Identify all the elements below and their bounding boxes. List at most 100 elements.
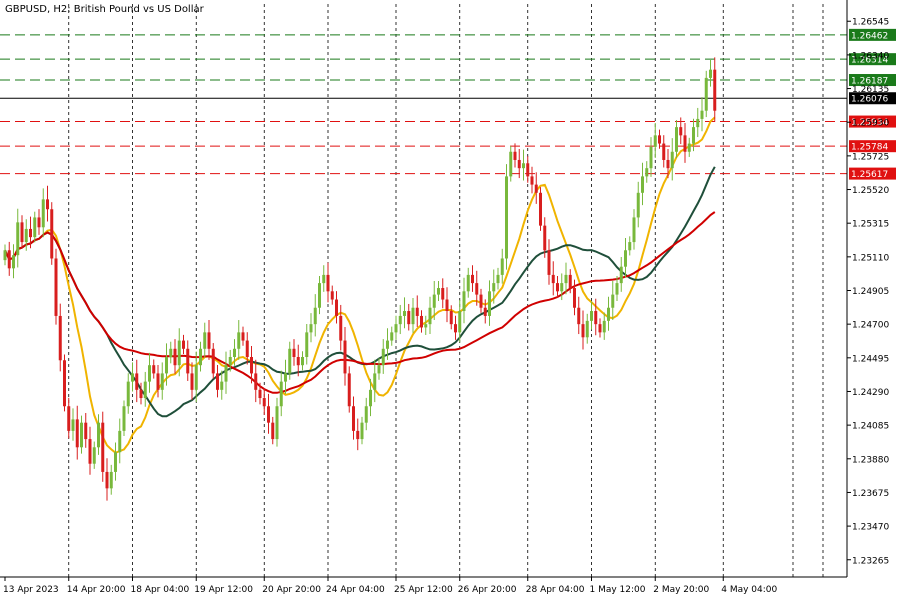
y-tick-label: 1.25930 [852,119,889,129]
y-tick-label: 1.26340 [852,51,889,61]
y-tick-label: 1.24495 [852,354,889,364]
candle-body [534,184,538,193]
candle-body [543,225,547,251]
candle-body [394,324,398,333]
candle-body [75,419,79,448]
candle-body [432,294,436,308]
candle-body [670,151,674,169]
candle-body [471,274,474,284]
candle-body [41,199,45,228]
candle-body [581,324,585,338]
candle-body [577,307,581,325]
candle-body [683,135,687,152]
candle-body [169,348,173,357]
candle-body [58,315,62,361]
x-tick-label: 26 Apr 20:00 [458,585,517,595]
candle-body [203,332,207,349]
candle-layer [3,57,717,501]
candle-body [3,250,7,261]
candle-body [700,110,704,119]
candle-body [97,422,100,448]
candle-body [186,348,190,374]
y-tick-label: 1.25315 [852,220,889,230]
candle-body [233,348,236,357]
candle-body [20,222,24,243]
candle-body [37,217,41,228]
x-tick-label: 20 Apr 20:00 [262,585,321,595]
resistance-level-badge [849,28,896,41]
candle-body [509,151,513,177]
candle-body [505,176,508,259]
y-tick-label: 1.24290 [852,388,889,398]
candle-body [335,299,338,316]
candle-body [386,340,389,349]
candle-body [305,332,309,357]
candle-body [594,311,598,325]
candle-body [267,406,270,423]
y-tick-label: 1.23880 [852,455,889,465]
support-level-badge [849,167,896,180]
candle-body [24,228,28,243]
candle-body [653,135,657,147]
candle-body [173,348,177,366]
candle-body [462,291,466,312]
candle-body [105,471,109,489]
candle-body [67,406,71,431]
axis-layer: 1.26545 1.26340 1.26135 1.25930 1.25725 1.255… [0,0,889,595]
candle-body [381,348,385,366]
candle-body [237,332,241,349]
candle-body [262,398,266,407]
candle-body [573,288,576,308]
candle-body [666,159,670,169]
candle-body [80,422,83,448]
candle-body [513,151,517,160]
candle-body [407,311,411,325]
candle-body [437,288,440,295]
resistance-level-label: 1.26314 [851,56,888,66]
candle-body [50,209,54,259]
candle-body [709,69,712,78]
candle-body [445,299,449,312]
level-layer: 1.26462 1.26314 1.26187 1.26076 1.25934 1.257… [0,28,896,180]
candle-body [441,288,445,300]
support-level-label: 1.25934 [851,118,888,128]
candle-body [679,127,683,136]
y-tick-label: 1.24700 [852,321,889,331]
candle-body [377,365,381,374]
candle-body [479,294,483,308]
y-tick-label: 1.23265 [852,556,889,566]
candle-body [539,192,542,226]
current-level-label: 1.26076 [851,95,888,105]
candle-body [301,356,304,366]
candle-body [483,307,487,316]
candle-body [118,430,122,453]
support-level-label: 1.25784 [851,143,888,153]
candle-body [109,471,113,489]
candle-body [318,283,321,308]
candle-body [284,373,287,382]
candle-body [245,340,249,357]
candle-body [101,422,105,472]
x-tick-label: 24 Apr 04:00 [326,585,385,595]
candle-body [517,159,521,169]
candle-body [428,307,432,325]
candle-body [632,217,636,243]
candle-body [658,135,661,144]
candle-body [662,143,666,160]
candle-body [369,389,372,407]
candle-body [475,283,479,295]
candle-body [645,168,649,177]
candle-body [148,365,151,382]
candle-body [373,373,377,390]
candle-body [390,332,394,341]
x-tick-label: 28 Apr 04:00 [526,585,585,595]
candle-body [16,222,20,256]
candle-body [547,250,551,275]
candle-body [33,217,37,238]
candle-body [403,311,406,316]
candle-body [364,406,368,423]
candle-body [352,406,355,431]
candle-body [692,127,695,144]
